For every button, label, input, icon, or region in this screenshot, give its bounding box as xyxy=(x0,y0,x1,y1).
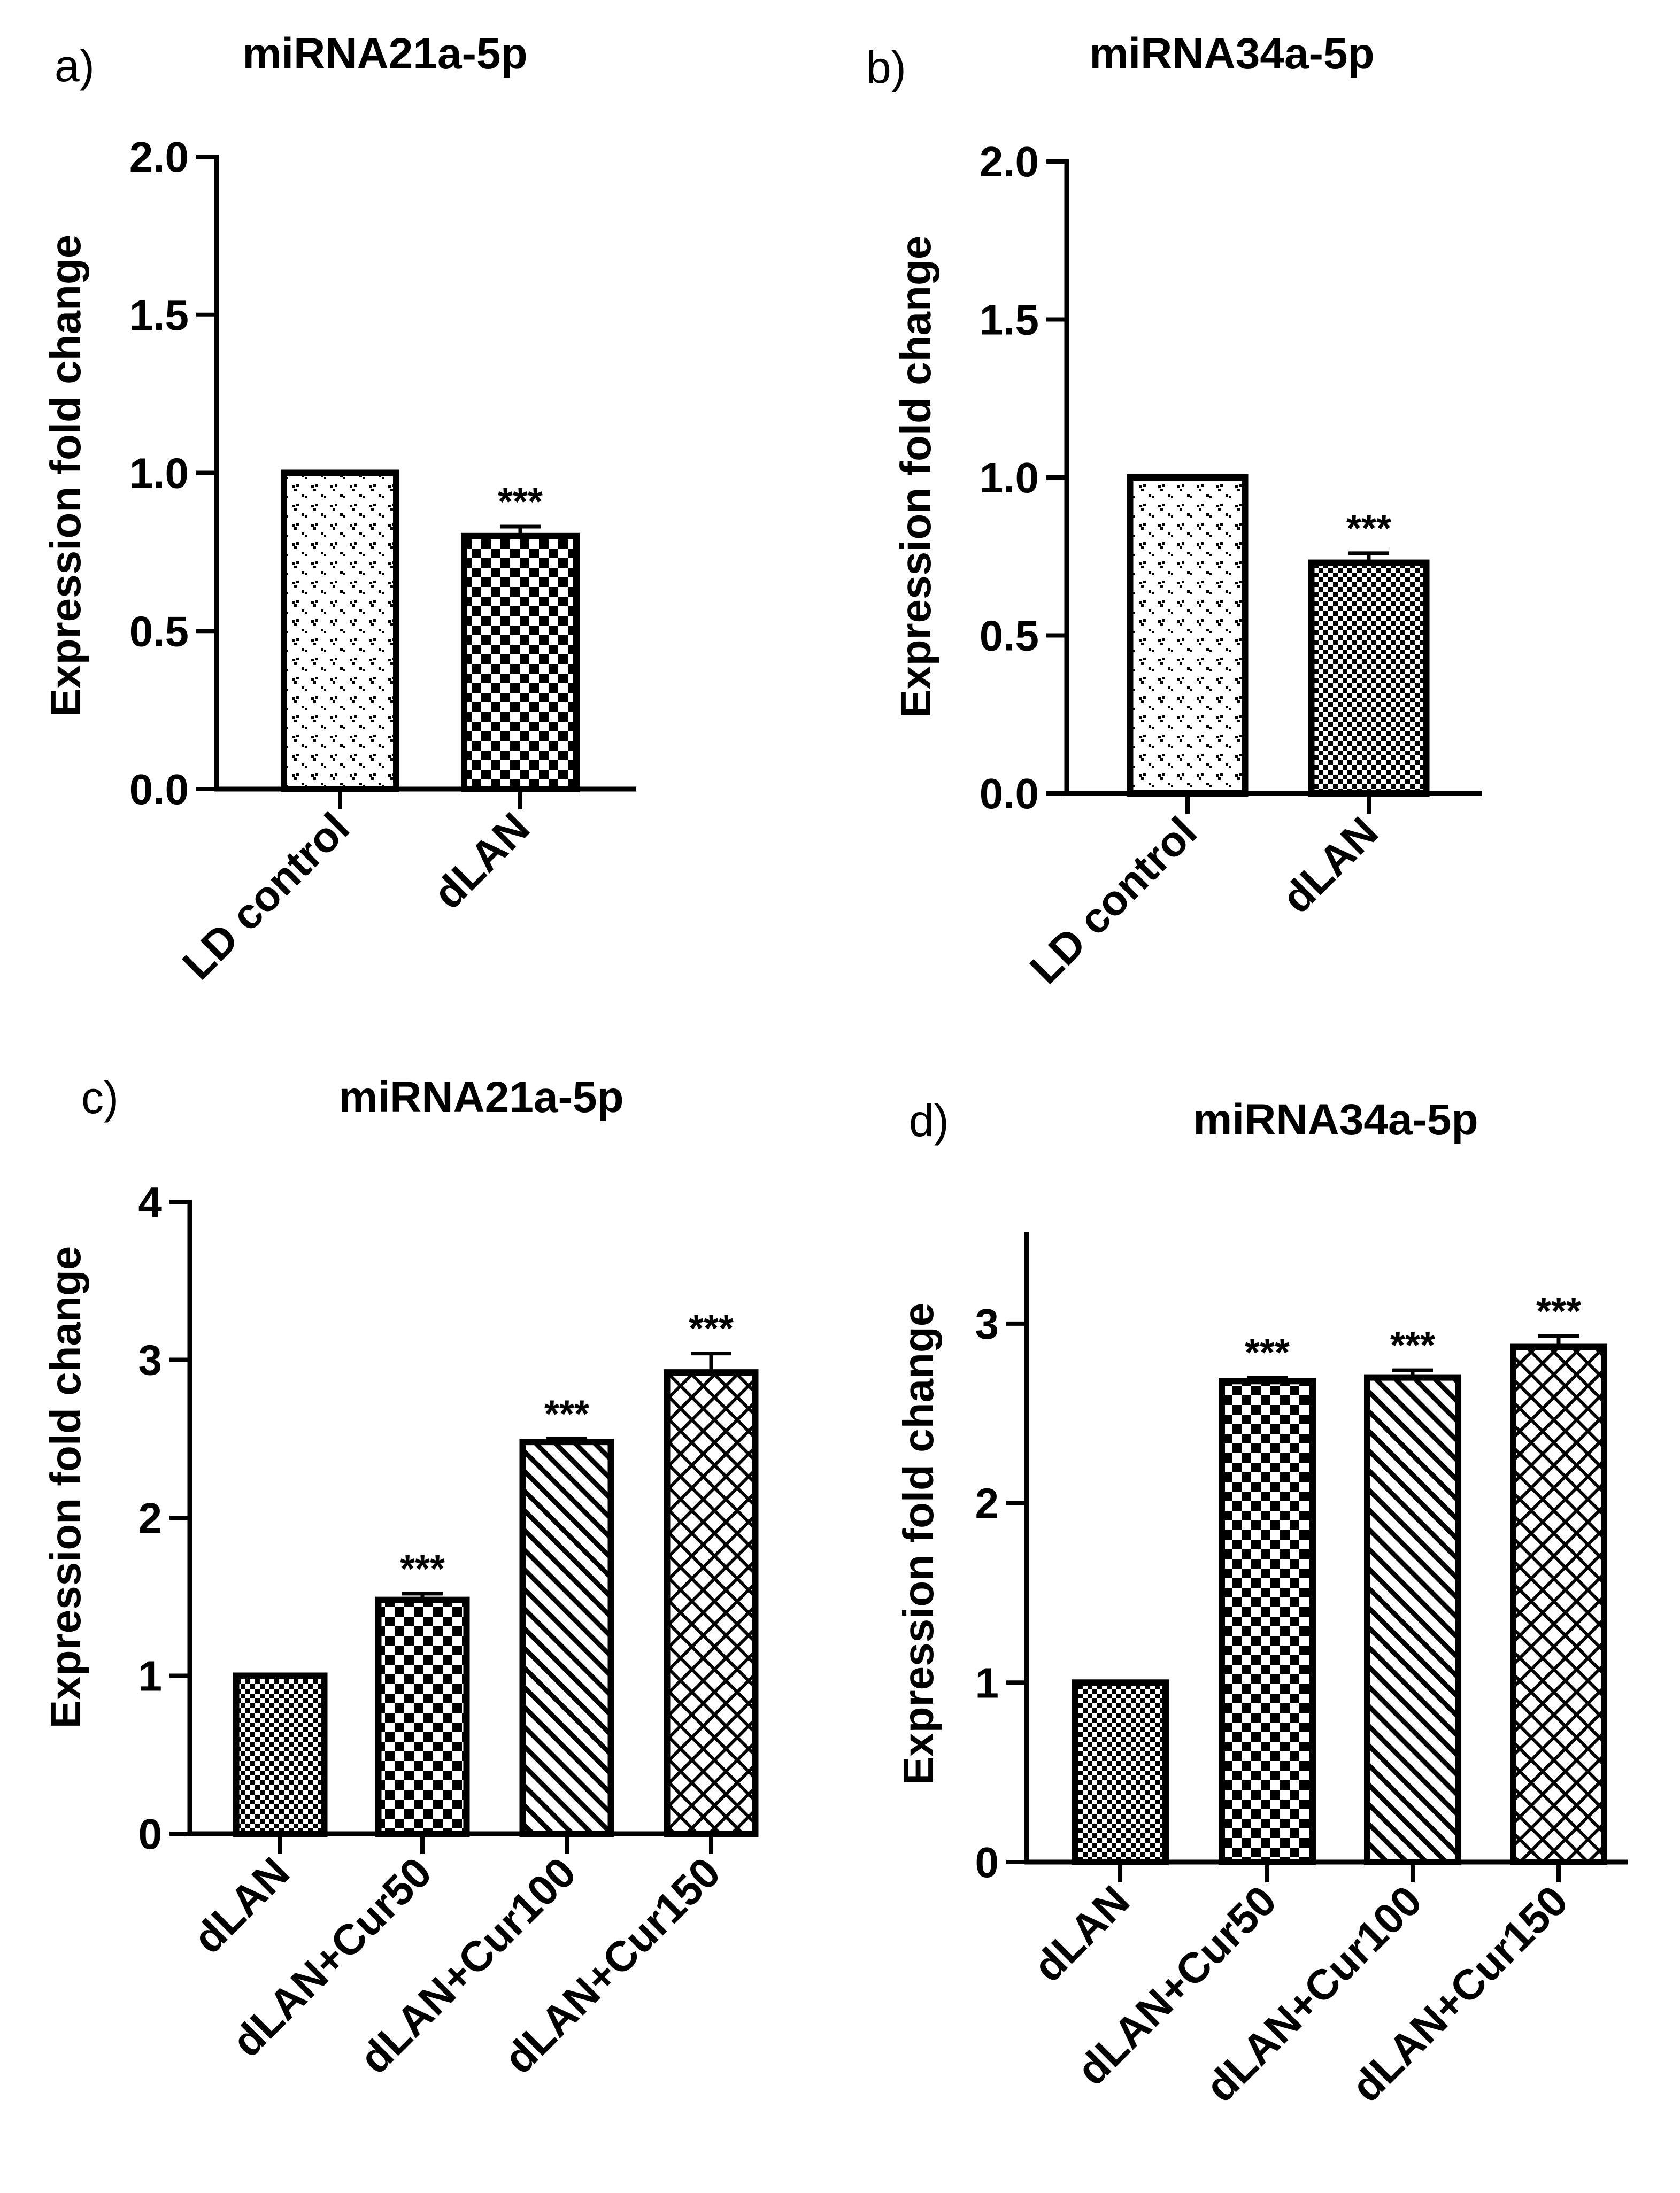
chart-title: miRNA34a-5p xyxy=(1089,29,1374,78)
x-category-label: dLAN xyxy=(424,804,538,918)
y-tick-label: 0.5 xyxy=(129,607,189,655)
significance-label: *** xyxy=(1536,1290,1581,1333)
y-tick-label: 2 xyxy=(975,1480,999,1527)
bar xyxy=(664,1369,759,1837)
y-tick-label: 3 xyxy=(138,1337,163,1384)
panel-label: d) xyxy=(909,1095,949,1146)
significance-label: *** xyxy=(1245,1332,1290,1375)
significance-label: *** xyxy=(689,1308,734,1350)
y-tick-label: 2 xyxy=(138,1494,163,1542)
bar xyxy=(1219,1378,1316,1865)
bar xyxy=(461,532,580,792)
panel-label: b) xyxy=(866,42,906,92)
chart-title: miRNA21a-5p xyxy=(242,29,527,78)
chart-title: miRNA21a-5p xyxy=(338,1073,623,1122)
bar xyxy=(519,1439,614,1837)
significance-label: *** xyxy=(498,481,543,523)
panel-label: a) xyxy=(55,41,95,91)
x-category-label: LD control xyxy=(173,804,358,989)
significance-label: *** xyxy=(544,1393,589,1435)
panel-d: d) miRNA34a-5p Expression fold change 0 1… xyxy=(895,1095,1628,2111)
y-tick-label: 2.0 xyxy=(980,138,1039,186)
y-tick-label: 2.0 xyxy=(129,133,189,181)
y-tick-label: 0 xyxy=(975,1839,999,1886)
y-tick-label: 1.0 xyxy=(980,454,1039,501)
y-tick-label: 1.5 xyxy=(129,291,189,339)
chart-title: miRNA34a-5p xyxy=(1193,1095,1478,1144)
y-tick-label: 0.0 xyxy=(129,766,189,813)
y-tick-label: 1.0 xyxy=(129,450,189,497)
panel-label: c) xyxy=(81,1072,119,1123)
y-axis-label: Expression fold change xyxy=(42,1246,89,1728)
y-tick-label: 0 xyxy=(138,1810,163,1858)
significance-label: *** xyxy=(400,1548,445,1590)
panel-c: c) miRNA21a-5p Expression fold change 0 1… xyxy=(42,1072,759,2083)
bar xyxy=(233,1672,328,1837)
panel-b: b) miRNA34a-5p Expression fold change 0.… xyxy=(866,29,1482,993)
bar xyxy=(1510,1343,1607,1865)
x-category-label: LD control xyxy=(1021,808,1206,993)
y-tick-label: 0.0 xyxy=(980,770,1039,817)
bar xyxy=(1072,1679,1169,1865)
plot-area: 01234dLAN***dLAN+Cur50***dLAN+Cur100***d… xyxy=(138,1178,759,2083)
y-tick-label: 0.5 xyxy=(980,612,1039,660)
plot-area: 0.0 0.5 1.0 1.5 2.0 LD control *** dLAN xyxy=(129,133,636,989)
y-tick-label: 3 xyxy=(975,1300,999,1348)
y-tick-label: 4 xyxy=(138,1178,163,1226)
bar xyxy=(1127,474,1249,797)
y-axis-label: Expression fold change xyxy=(895,1303,942,1785)
bar xyxy=(281,469,399,792)
y-tick-label: 1 xyxy=(138,1653,163,1700)
y-axis-label: Expression fold change xyxy=(42,235,89,717)
y-tick-label: 1.5 xyxy=(980,296,1039,344)
panel-a: a) miRNA21a-5p Expression fold change 0.… xyxy=(42,29,636,989)
x-category-label: dLAN xyxy=(1024,1877,1138,1991)
x-category-label: dLAN xyxy=(184,1848,298,1963)
significance-label: *** xyxy=(1390,1324,1435,1367)
y-axis-label: Expression fold change xyxy=(892,236,939,718)
bar xyxy=(375,1596,470,1837)
bar xyxy=(1308,559,1430,797)
plot-area: 0123dLAN***dLAN+Cur50***dLAN+Cur100***dL… xyxy=(975,1232,1628,2111)
y-tick-label: 1 xyxy=(975,1659,999,1706)
significance-label: *** xyxy=(1346,507,1391,550)
bar xyxy=(1364,1374,1461,1866)
x-category-label: dLAN xyxy=(1273,808,1387,922)
plot-area: 0.0 0.5 1.0 1.5 2.0 LD control *** dLAN xyxy=(980,138,1482,993)
